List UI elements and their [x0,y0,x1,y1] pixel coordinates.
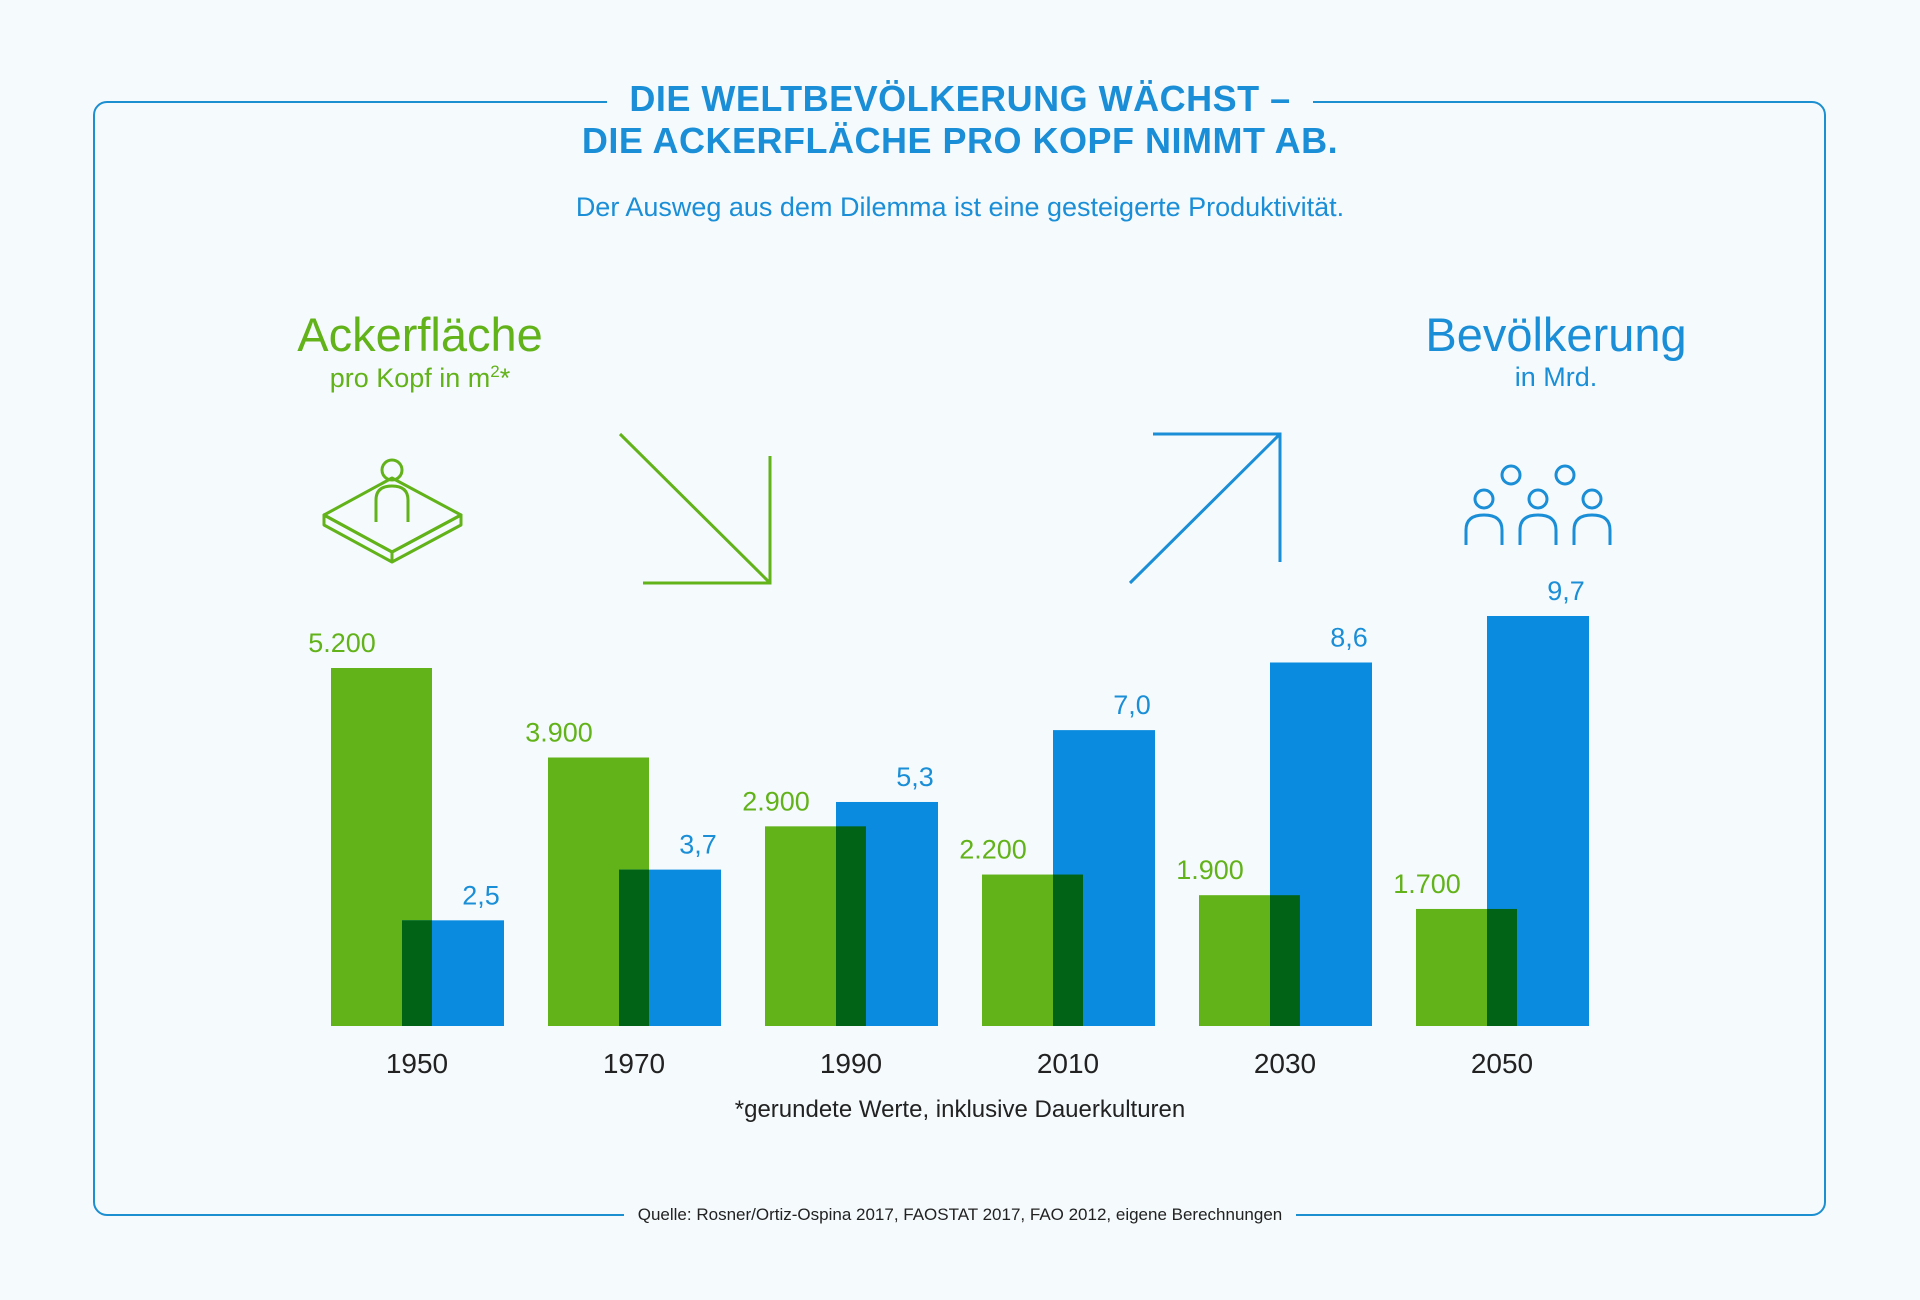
subtitle: Der Ausweg aus dem Dilemma ist eine gest… [575,192,1345,222]
increase-arrow-icon [1128,432,1282,585]
people-group-icon [1464,464,1612,545]
source-note: Quelle: Rosner/Ortiz-Ospina 2017, FAOSTA… [0,1205,1920,1225]
label-ackerflaeche-1950: 5.200 [308,628,376,658]
label-bevoelkerung-1950: 2,5 [462,880,500,910]
label-ackerflaeche-2050: 1.700 [1393,869,1461,899]
x-tick-1950: 1950 [386,1048,448,1079]
label-bevoelkerung-2030: 8,6 [1330,622,1368,652]
bar-overlap-1950 [402,920,432,1026]
x-tick-2030: 2030 [1254,1048,1316,1079]
x-tick-1970: 1970 [603,1048,665,1079]
bar-overlap-1990 [836,826,866,1026]
label-bevoelkerung-1990: 5,3 [896,762,934,792]
bar-overlap-2050 [1487,908,1517,1026]
population-subheading: in Mrd. [1514,362,1598,392]
label-bevoelkerung-2050: 9,7 [1547,576,1585,606]
title-line-1: DIE WELTBEVÖLKERUNG WÄCHST – [0,78,1920,120]
label-bevoelkerung-2010: 7,0 [1113,690,1151,720]
bar-overlap-2030 [1270,895,1300,1026]
decrease-arrow-icon [618,432,772,585]
label-ackerflaeche-1990: 2.900 [742,786,810,816]
label-bevoelkerung-1970: 3,7 [679,830,717,860]
acker-subheading: pro Kopf in m2* [329,362,511,393]
title-line-2: DIE ACKERFLÄCHE PRO KOPF NIMMT AB. [0,120,1920,162]
x-tick-2010: 2010 [1037,1048,1099,1079]
acker-heading: Ackerfläche [297,308,543,361]
farmland-person-icon [322,458,463,564]
label-ackerflaeche-2010: 2.200 [959,835,1027,865]
footnote: *gerundete Werte, inklusive Dauerkulture… [734,1096,1186,1123]
population-heading: Bevölkerung [1425,308,1687,361]
bar-overlap-2010 [1053,874,1083,1026]
label-ackerflaeche-1970: 3.900 [525,718,593,748]
x-tick-1990: 1990 [820,1048,882,1079]
bar-overlap-1970 [619,869,649,1026]
x-tick-2050: 2050 [1471,1048,1533,1079]
label-ackerflaeche-2030: 1.900 [1176,855,1244,885]
